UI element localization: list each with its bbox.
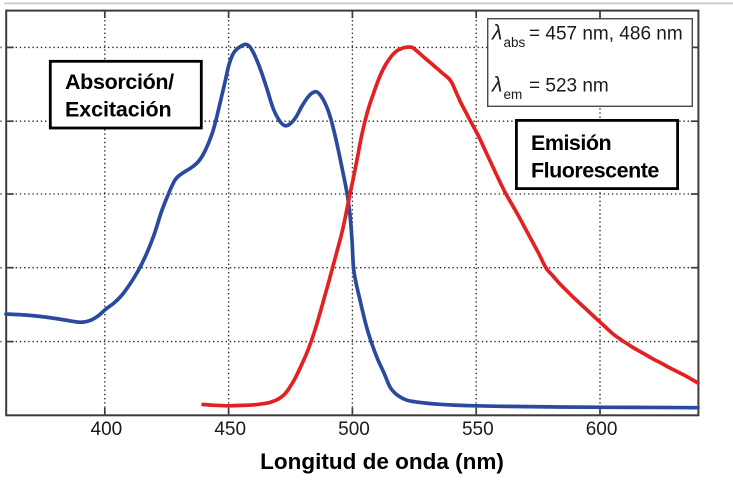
svg-text:em: em [504, 87, 523, 102]
svg-text:550: 550 [462, 419, 494, 440]
svg-text:= 457 nm, 486 nm: = 457 nm, 486 nm [529, 23, 683, 44]
svg-text:Absorción/: Absorción/ [65, 70, 174, 94]
svg-text:600: 600 [586, 419, 618, 440]
svg-text:abs: abs [504, 35, 526, 50]
svg-text:450: 450 [214, 419, 246, 440]
svg-text:Emisión: Emisión [531, 131, 611, 155]
svg-text:λ: λ [491, 74, 502, 97]
svg-text:Fluorescente: Fluorescente [531, 159, 659, 183]
svg-text:500: 500 [338, 419, 370, 440]
svg-text:λ: λ [491, 21, 502, 44]
svg-text:400: 400 [91, 419, 123, 440]
svg-text:Longitud de onda (nm): Longitud de onda (nm) [260, 449, 504, 474]
svg-text:Excitación: Excitación [65, 97, 172, 121]
svg-text:= 523 nm: = 523 nm [529, 76, 609, 97]
